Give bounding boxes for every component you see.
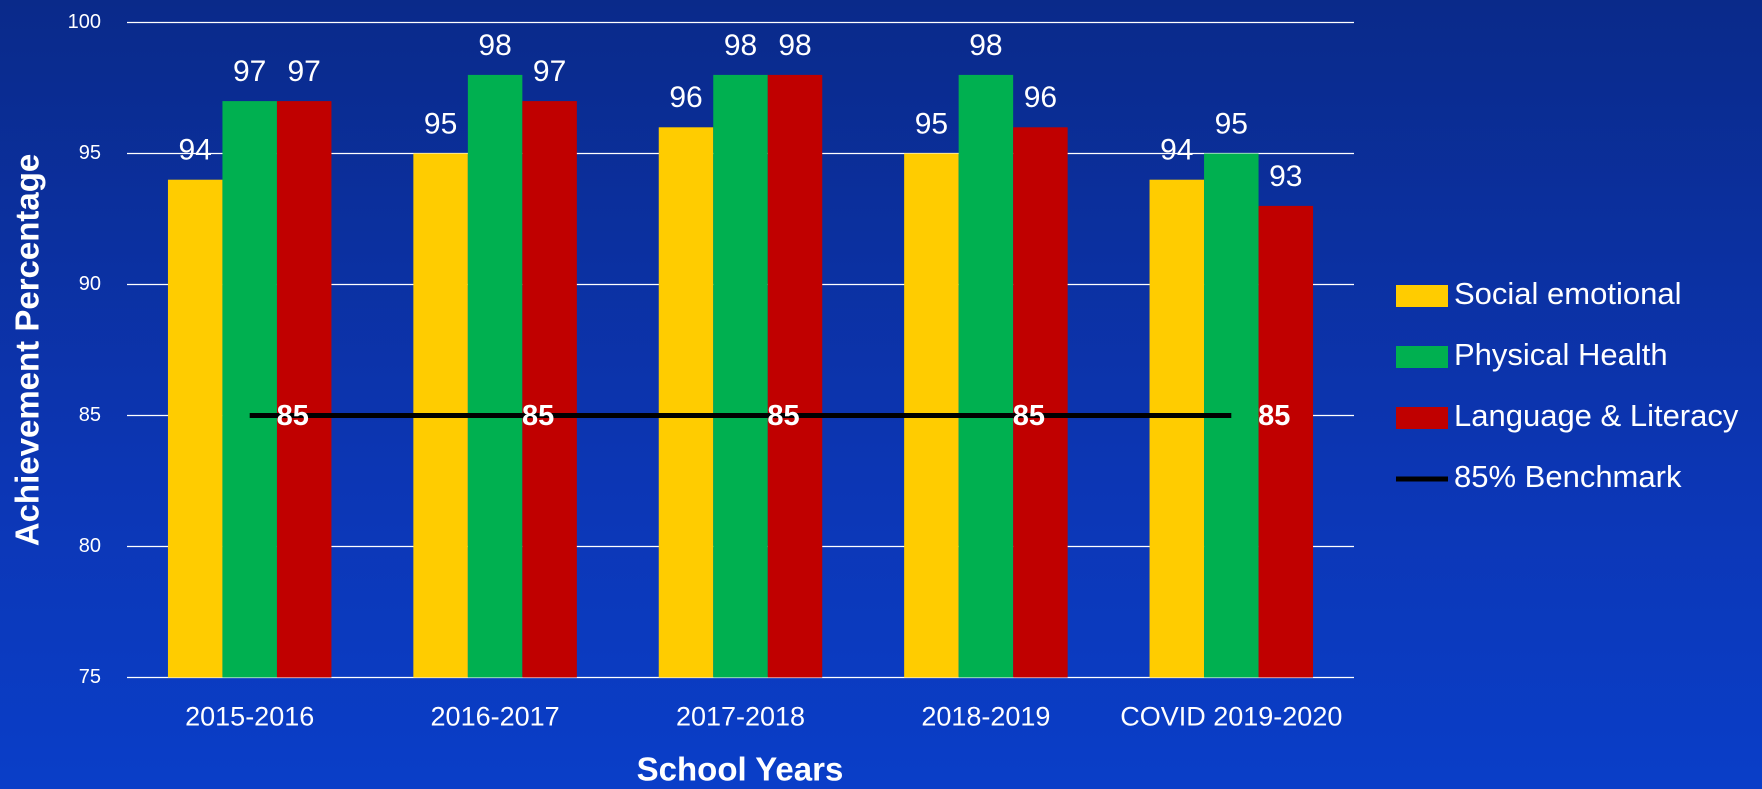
bar (276, 101, 332, 678)
bar (958, 74, 1014, 678)
data-label: 94 (1160, 134, 1193, 167)
data-label: 85 (1013, 400, 1045, 432)
bar (467, 74, 523, 678)
data-label: 96 (669, 81, 702, 114)
data-label: 85 (522, 400, 554, 432)
bar (1258, 205, 1314, 678)
data-label: 94 (179, 134, 212, 167)
data-label: 95 (1215, 107, 1248, 140)
y-tick-label: 80 (79, 535, 101, 557)
y-tick-label: 85 (79, 404, 101, 426)
data-label: 97 (233, 55, 266, 88)
data-label: 93 (1269, 160, 1302, 193)
bar (1013, 127, 1068, 678)
x-tick-label: COVID 2019-2020 (1120, 702, 1342, 732)
data-label: 97 (288, 55, 321, 88)
data-label: 85 (1258, 400, 1290, 432)
y-tick-label: 95 (79, 142, 101, 164)
bar (222, 101, 277, 678)
x-tick-label: 2017-2018 (676, 702, 805, 732)
bar (167, 179, 223, 678)
legend-swatch (1396, 346, 1448, 368)
y-tick-label: 75 (79, 666, 101, 688)
legend-swatch (1396, 407, 1448, 429)
x-axis-title: School Years (637, 751, 844, 788)
bar (1149, 179, 1205, 678)
data-label: 97 (533, 55, 566, 88)
data-label: 96 (1024, 81, 1057, 114)
x-tick-label: 2018-2019 (921, 702, 1050, 732)
legend-label: Social emotional (1454, 276, 1681, 311)
bar (522, 101, 577, 678)
legend-label: Language & Literacy (1454, 398, 1739, 433)
data-label: 98 (478, 29, 511, 62)
data-label: 98 (969, 29, 1002, 62)
bar (658, 127, 714, 678)
y-axis-title: Achievement Percentage (9, 154, 46, 547)
legend-label: 85% Benchmark (1454, 459, 1682, 494)
data-label: 95 (424, 107, 457, 140)
bar (767, 74, 823, 678)
bar (713, 74, 768, 678)
data-label: 98 (778, 29, 811, 62)
legend-label: Physical Health (1454, 337, 1668, 372)
data-label: 95 (915, 107, 948, 140)
legend-swatch (1396, 285, 1448, 307)
data-label: 98 (724, 29, 757, 62)
data-label: 85 (277, 400, 309, 432)
y-tick-label: 100 (68, 11, 101, 33)
data-label: 85 (767, 400, 799, 432)
x-tick-label: 2015-2016 (185, 702, 314, 732)
x-tick-label: 2016-2017 (431, 702, 560, 732)
y-tick-label: 90 (79, 273, 101, 295)
